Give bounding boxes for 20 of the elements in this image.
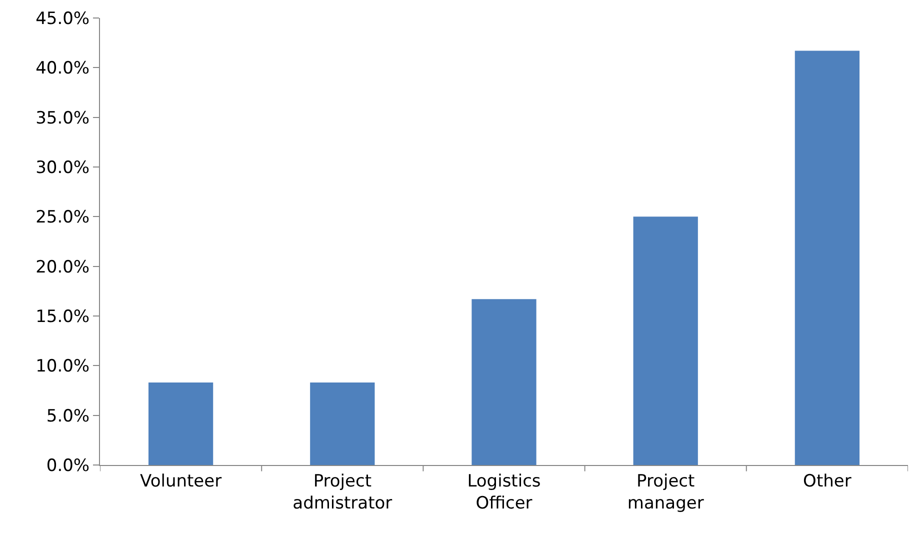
- x-tick-label: Logistics Officer: [467, 471, 541, 514]
- x-tick-label: Volunteer: [140, 471, 222, 492]
- bar: [310, 382, 375, 465]
- y-tick-label: 20.0%: [36, 257, 90, 278]
- y-tick-label: 0.0%: [46, 456, 90, 476]
- bar: [633, 216, 698, 465]
- x-tick-label: Project manager: [627, 471, 704, 514]
- bar: [148, 382, 214, 465]
- bar: [472, 299, 536, 465]
- bar: [794, 50, 860, 465]
- y-tick-label: 5.0%: [46, 406, 90, 426]
- x-tick-label: Other: [803, 471, 852, 492]
- y-tick-label: 40.0%: [36, 58, 90, 79]
- y-tick-label: 30.0%: [36, 158, 90, 178]
- y-tick-label: 25.0%: [36, 208, 90, 228]
- x-tick-label: Project admistrator: [292, 471, 392, 514]
- y-tick-label: 45.0%: [36, 8, 90, 29]
- y-tick-label: 15.0%: [36, 306, 90, 327]
- y-tick-label: 35.0%: [36, 108, 90, 128]
- y-tick-label: 10.0%: [36, 356, 90, 377]
